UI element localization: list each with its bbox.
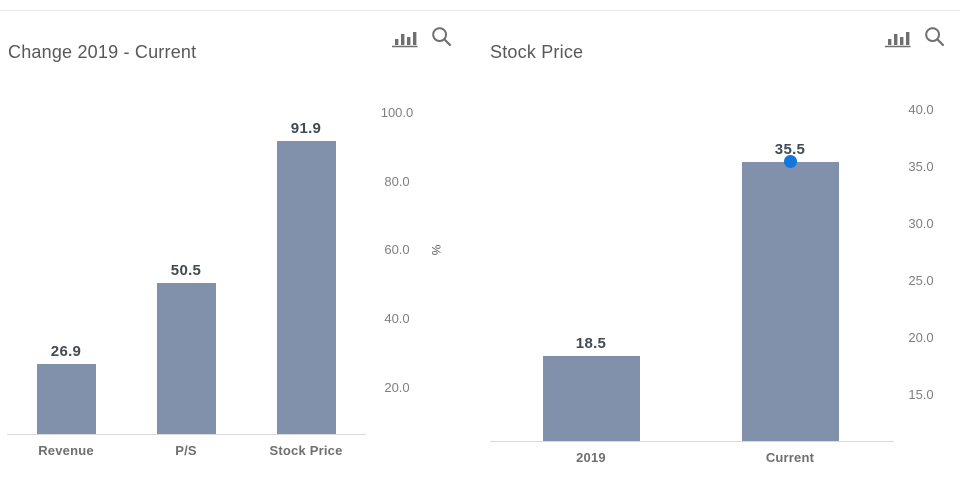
current-value-marker-dot[interactable] bbox=[783, 155, 797, 169]
y-tick-label: 100.0 bbox=[380, 104, 414, 120]
category-label: Stock Price bbox=[269, 443, 343, 458]
bar-stock-price[interactable] bbox=[276, 140, 336, 434]
top-divider bbox=[0, 10, 960, 11]
category-label: P/S bbox=[175, 443, 197, 458]
bar-p-s[interactable] bbox=[156, 283, 216, 434]
y-tick-label: 40.0 bbox=[384, 311, 410, 327]
y-tick-label: 30.0 bbox=[908, 216, 934, 232]
category-label: 2019 bbox=[576, 450, 606, 465]
category-label: Current bbox=[765, 450, 815, 465]
bar-chart-icon[interactable] bbox=[391, 26, 418, 49]
x-axis-line bbox=[490, 441, 894, 442]
bar-chart-icon[interactable] bbox=[884, 26, 911, 49]
y-axis-unit-label: % bbox=[429, 244, 443, 256]
data-label: 18.5 bbox=[575, 334, 607, 352]
left-chart-toolbar bbox=[391, 26, 452, 49]
data-label: 26.9 bbox=[50, 343, 82, 361]
y-tick-label: 80.0 bbox=[384, 173, 410, 189]
bar-2019[interactable] bbox=[542, 355, 640, 441]
y-tick-label: 25.0 bbox=[908, 273, 934, 289]
data-label: 50.5 bbox=[170, 262, 202, 280]
data-label: 35.5 bbox=[774, 140, 806, 158]
y-tick-label: 60.0 bbox=[384, 242, 410, 258]
category-label: Revenue bbox=[38, 443, 94, 458]
y-tick-label: 20.0 bbox=[908, 330, 934, 346]
right-chart-title: Stock Price bbox=[490, 42, 584, 62]
y-tick-label: 40.0 bbox=[908, 102, 934, 118]
right-chart-toolbar bbox=[884, 26, 945, 49]
search-icon[interactable] bbox=[431, 26, 452, 47]
y-tick-label: 35.0 bbox=[908, 159, 934, 175]
x-axis-line bbox=[7, 434, 366, 435]
left-chart-title: Change 2019 - Current bbox=[8, 42, 197, 62]
bar-current[interactable] bbox=[741, 161, 839, 441]
bar-revenue[interactable] bbox=[36, 364, 96, 434]
y-tick-label: 15.0 bbox=[908, 387, 934, 403]
data-label: 91.9 bbox=[290, 119, 322, 137]
y-tick-label: 20.0 bbox=[384, 379, 410, 395]
search-icon[interactable] bbox=[924, 26, 945, 47]
